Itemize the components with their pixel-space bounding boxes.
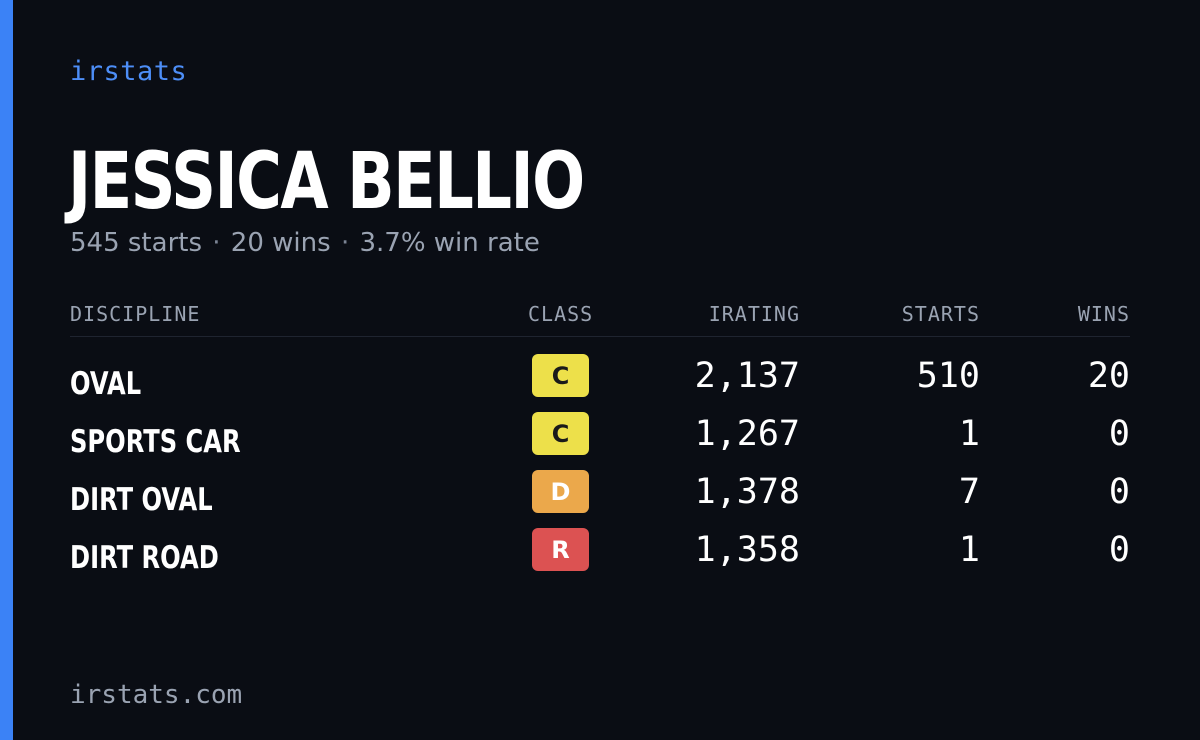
header-starts: STARTS xyxy=(901,302,980,326)
header-irating: IRATING xyxy=(708,302,800,326)
starts-value: 510 xyxy=(916,356,980,396)
class-badge: D xyxy=(532,470,589,513)
discipline-name: SPORTS CAR xyxy=(70,424,241,460)
header-class: CLASS xyxy=(528,302,594,326)
irating-value: 1,267 xyxy=(694,414,800,454)
win-rate-summary: 3.7% win rate xyxy=(359,228,540,258)
starts-value: 1 xyxy=(958,530,980,570)
starts-value: 7 xyxy=(958,472,980,512)
table-row: OVAL C 2,137 510 20 xyxy=(70,354,1130,412)
player-summary: 545 starts · 20 wins · 3.7% win rate xyxy=(70,228,540,258)
table-header: DISCIPLINE CLASS IRATING STARTS WINS xyxy=(70,300,1130,337)
irating-value: 1,358 xyxy=(694,530,800,570)
table-row: DIRT ROAD R 1,358 1 0 xyxy=(70,528,1130,586)
wins-value: 20 xyxy=(1087,356,1130,396)
summary-separator: · xyxy=(212,228,221,258)
footer-domain: irstats.com xyxy=(70,680,243,710)
starts-value: 1 xyxy=(958,414,980,454)
class-badge: C xyxy=(532,412,589,455)
wins-value: 0 xyxy=(1108,414,1130,454)
header-discipline: DISCIPLINE xyxy=(70,302,201,326)
starts-summary: 545 starts xyxy=(70,228,202,258)
discipline-name: DIRT OVAL xyxy=(70,482,213,518)
brand-logo-text: irstats xyxy=(70,56,188,87)
class-badge: C xyxy=(532,354,589,397)
discipline-table: DISCIPLINE CLASS IRATING STARTS WINS OVA… xyxy=(70,300,1130,576)
wins-summary: 20 wins xyxy=(230,228,331,258)
discipline-name: DIRT ROAD xyxy=(70,540,219,576)
summary-separator: · xyxy=(340,228,350,258)
wins-value: 0 xyxy=(1108,530,1130,570)
wins-value: 0 xyxy=(1108,472,1130,512)
discipline-name: OVAL xyxy=(70,366,142,402)
table-row: DIRT OVAL D 1,378 7 0 xyxy=(70,470,1130,528)
table-row: SPORTS CAR C 1,267 1 0 xyxy=(70,412,1130,470)
player-name: JESSICA BELLIO xyxy=(68,137,585,227)
irating-value: 1,378 xyxy=(694,472,800,512)
accent-bar xyxy=(0,0,13,740)
class-badge: R xyxy=(532,528,589,571)
header-wins: WINS xyxy=(1077,302,1130,326)
irating-value: 2,137 xyxy=(694,356,800,396)
